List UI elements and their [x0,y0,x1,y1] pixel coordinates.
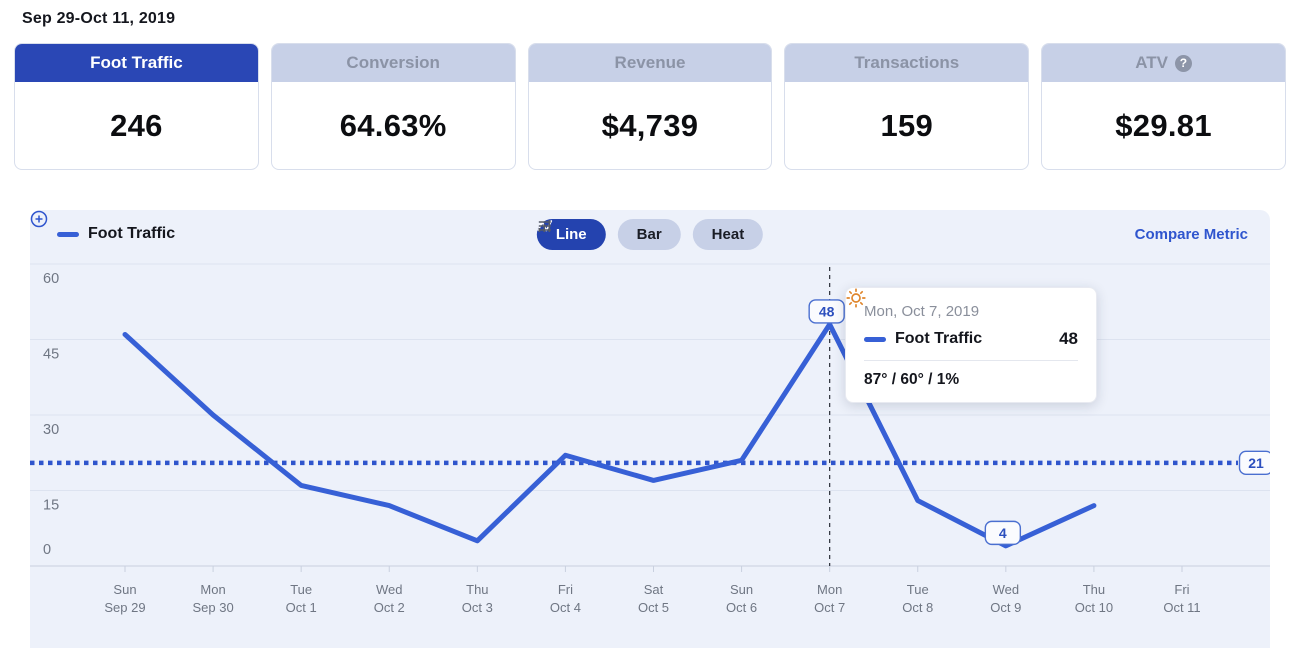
card-atv-label: ATV [1135,53,1168,72]
toggle-bar-label: Bar [636,225,662,243]
card-foot-traffic-header: Foot Traffic [15,44,258,82]
card-foot-traffic-value: 246 [110,108,163,143]
svg-text:Thu: Thu [466,582,488,597]
toggle-line-button[interactable]: Line [536,218,606,250]
card-transactions-value: 159 [880,108,934,143]
svg-text:Oct 3: Oct 3 [462,600,493,615]
card-transactions-header: Transactions [785,44,1029,82]
svg-text:Oct 10: Oct 10 [1075,600,1113,615]
svg-text:4: 4 [999,525,1007,541]
compare-metric-label: Compare Metric [1134,225,1248,243]
compare-metric-button[interactable]: Compare Metric [30,210,1248,243]
card-conversion[interactable]: Conversion 64.63% [270,43,516,170]
svg-text:21: 21 [1248,455,1264,471]
chart-type-toggle-group: Line Bar Heat [536,218,764,250]
svg-text:Oct 9: Oct 9 [990,600,1021,615]
svg-text:Fri: Fri [1174,582,1189,597]
sun-icon [846,288,866,308]
toggle-heat-label: Heat [711,225,745,243]
tooltip-series-label: Foot Traffic [895,330,983,347]
svg-text:Sun: Sun [113,582,136,597]
metric-cards-row: Foot Traffic 246 Conversion 64.63% Reven… [0,43,1300,170]
svg-text:48: 48 [819,303,835,319]
card-conversion-header: Conversion [271,44,515,82]
svg-text:Sun: Sun [730,582,753,597]
date-range-label: Sep 29-Oct 11, 2019 [22,10,176,27]
svg-text:45: 45 [43,347,59,363]
tooltip-series-row: Foot Traffic 48 [864,329,1078,349]
svg-text:Oct 1: Oct 1 [286,600,317,615]
tooltip-weather-row: 87° / 60° / 1% [846,288,1078,389]
svg-text:Oct 11: Oct 11 [1163,600,1200,615]
chart-legend: Foot Traffic [57,225,175,243]
heat-chart-icon [538,220,551,231]
svg-text:60: 60 [43,271,59,287]
svg-text:0: 0 [43,542,51,558]
svg-text:Oct 8: Oct 8 [902,600,933,615]
svg-text:Oct 6: Oct 6 [726,600,757,615]
svg-text:Thu: Thu [1083,582,1105,597]
tooltip-divider [864,360,1078,361]
svg-text:Sep 30: Sep 30 [192,600,233,615]
card-conversion-value: 64.63% [339,108,447,143]
foot-traffic-line-chart[interactable]: 0 15 30 45 60 Sun Sep 29 Mon Sep 30 Tue Oct 1 Wed Oc… [30,210,1270,648]
card-revenue-header: Revenue [528,44,772,82]
svg-text:Mon: Mon [817,582,842,597]
svg-text:Mon: Mon [200,582,225,597]
svg-text:15: 15 [43,498,59,514]
legend-label: Foot Traffic [88,225,176,242]
series-color-dash-icon [864,336,886,342]
card-atv-value: $29.81 [1115,108,1212,143]
svg-text:Oct 7: Oct 7 [814,600,845,615]
card-revenue[interactable]: Revenue $4,739 [527,43,773,170]
card-atv[interactable]: ATV ? $29.81 [1041,43,1286,170]
tooltip-series-value: 48 [1059,329,1078,348]
svg-text:Tue: Tue [907,582,929,597]
svg-text:Oct 5: Oct 5 [638,600,669,615]
card-transactions[interactable]: Transactions 159 [784,43,1030,170]
toggle-line-label: Line [555,225,587,243]
help-icon[interactable]: ? [1174,54,1192,72]
svg-text:Wed: Wed [376,582,403,597]
card-atv-header: ATV ? [1042,44,1285,82]
chart-tooltip: Mon, Oct 7, 2019 Foot Traffic 48 87° / 6… [845,287,1097,403]
svg-text:Fri: Fri [558,582,573,597]
svg-text:Oct 2: Oct 2 [374,600,405,615]
card-foot-traffic[interactable]: Foot Traffic 246 [14,43,259,170]
card-revenue-value: $4,739 [601,108,699,143]
toggle-heat-button[interactable]: Heat [538,218,764,250]
tooltip-date: Mon, Oct 7, 2019 [864,303,980,320]
svg-text:Sat: Sat [644,582,664,597]
svg-text:30: 30 [43,422,59,438]
series-color-dash-icon [57,231,79,237]
svg-text:Wed: Wed [993,582,1020,597]
chart-panel: 0 15 30 45 60 Sun Sep 29 Mon Sep 30 Tue Oct 1 Wed Oc… [30,210,1270,648]
svg-text:Sep 29: Sep 29 [104,600,145,615]
tooltip-weather-text: 87° / 60° / 1% [864,371,960,388]
chart-toolbar: Foot Traffic Line Bar [30,210,1270,250]
svg-text:Tue: Tue [290,582,312,597]
toggle-bar-button[interactable]: Bar [538,218,681,250]
svg-text:Oct 4: Oct 4 [550,600,581,615]
plus-circle-icon [30,210,48,228]
